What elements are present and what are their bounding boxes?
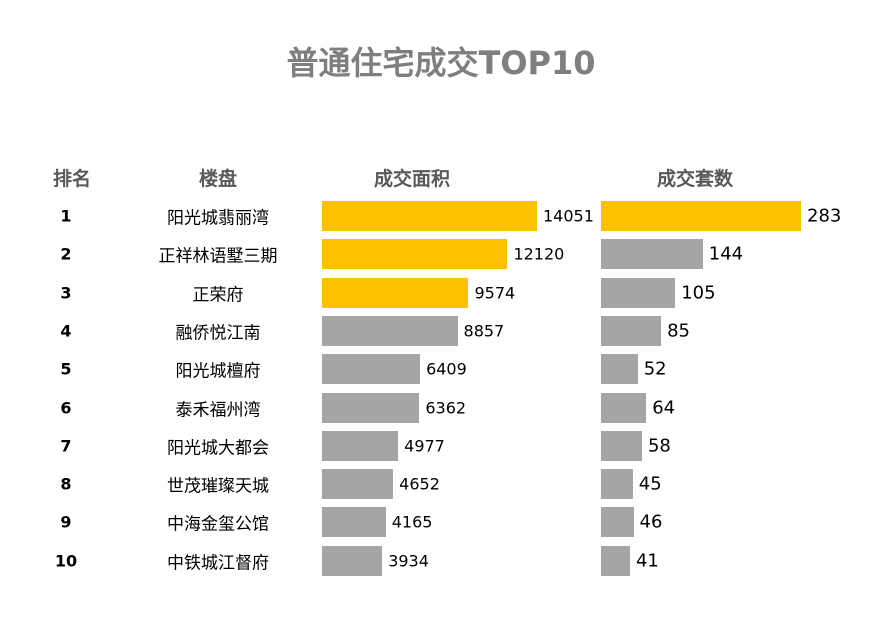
project-label: 融侨悦江南 [175, 323, 261, 344]
count-value-label: 144 [708, 243, 744, 265]
count-value-label: 45 [638, 473, 662, 495]
rank-label: 1 [60, 206, 72, 226]
area-bar [322, 392, 420, 423]
count-bar [601, 315, 662, 346]
header-area: 成交面积 [373, 168, 451, 190]
count-value-label: 58 [647, 435, 671, 457]
area-bar [322, 239, 508, 270]
count-value-label: 105 [681, 282, 716, 304]
header-project: 楼盘 [198, 168, 238, 190]
count-value-label: 52 [643, 358, 667, 380]
count-bar [601, 354, 638, 385]
rank-label: 5 [60, 359, 72, 379]
count-bar [601, 239, 703, 270]
rank-label: 6 [60, 398, 72, 417]
header-rank: 排名 [52, 168, 92, 190]
area-bar [322, 201, 537, 231]
header-count: 成交套数 [656, 168, 734, 190]
area-value-label: 3934 [388, 551, 429, 571]
project-label: 中铁城江督府 [167, 553, 269, 574]
area-value-label: 8857 [463, 321, 505, 341]
area-bar [322, 469, 394, 500]
area-value-label: 12120 [513, 244, 565, 264]
area-value-label: 6409 [426, 359, 467, 379]
area-bar [322, 315, 458, 346]
project-label: 泰禾福州湾 [175, 400, 261, 420]
area-value-label: 4165 [391, 512, 433, 532]
count-value-label: 85 [667, 320, 690, 342]
area-value-label: 9574 [474, 283, 516, 303]
project-label: 世茂璀璨天城 [167, 476, 269, 497]
rank-label: 9 [60, 512, 72, 532]
area-value-label: 4652 [399, 474, 440, 494]
area-bar [322, 545, 383, 576]
rank-label: 2 [60, 244, 72, 264]
project-label: 阳光城大都会 [167, 438, 269, 459]
area-bar [322, 277, 469, 308]
count-value-label: 64 [652, 397, 676, 418]
area-bar [322, 354, 421, 385]
rank-label: 7 [60, 436, 72, 456]
rank-label: 4 [60, 321, 72, 341]
rank-label: 8 [60, 474, 72, 494]
count-bar [601, 430, 642, 461]
count-bar [601, 277, 676, 308]
rank-label: 3 [60, 283, 72, 303]
project-label: 正荣府 [192, 285, 244, 306]
project-label: 阳光城翡丽湾 [167, 208, 269, 229]
project-label: 正祥林语墅三期 [158, 246, 278, 267]
area-value-label: 14051 [543, 206, 594, 226]
chart-title: 普通住宅成交TOP10 [286, 44, 596, 82]
project-label: 中海金玺公馆 [167, 514, 269, 535]
count-bar [601, 392, 647, 423]
count-value-label: 46 [639, 511, 663, 533]
project-label: 阳光城檀府 [175, 361, 261, 382]
area-bar [322, 430, 399, 461]
count-bar [601, 469, 633, 500]
area-value-label: 6362 [425, 398, 467, 417]
count-bar [601, 201, 801, 231]
area-bar [322, 507, 386, 538]
count-bar [601, 507, 634, 538]
count-value-label: 41 [635, 550, 659, 572]
rank-label: 10 [54, 551, 78, 571]
area-value-label: 4977 [404, 436, 445, 456]
count-value-label: 283 [807, 205, 842, 227]
count-bar [601, 545, 630, 576]
